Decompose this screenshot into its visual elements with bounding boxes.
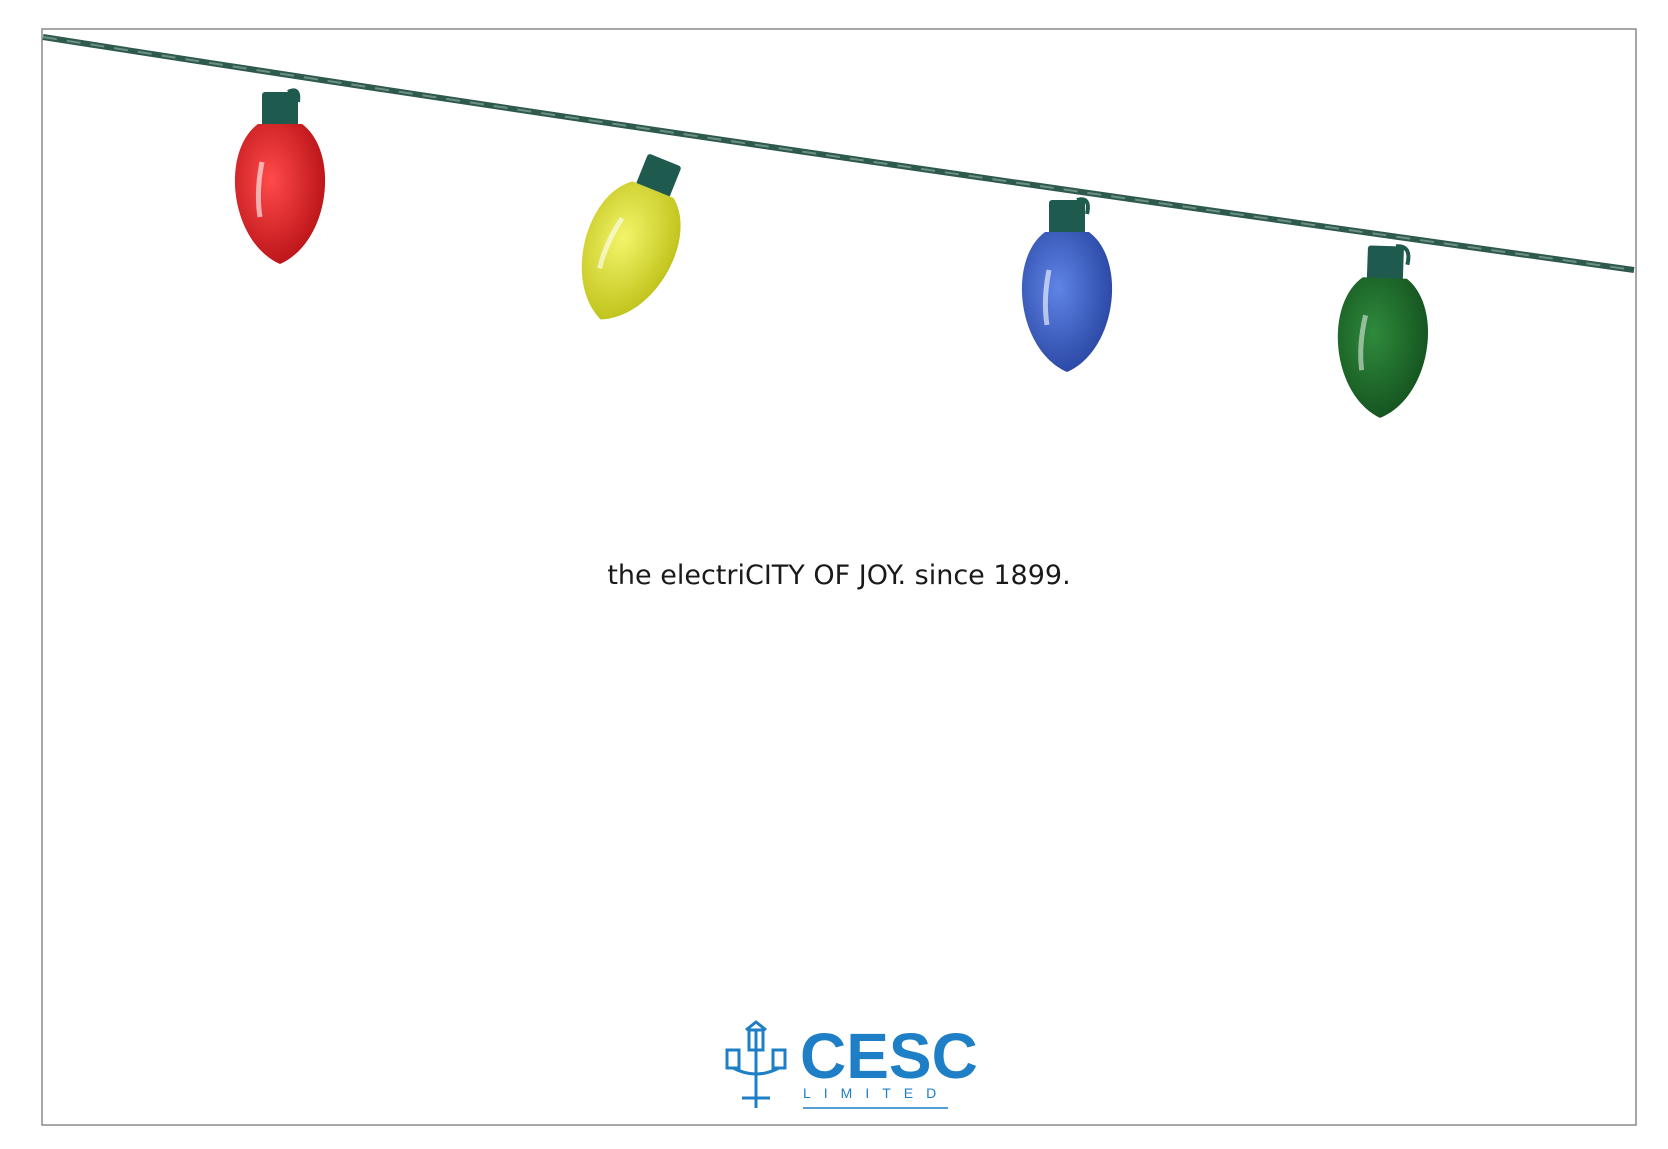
bulb-yellow bbox=[558, 154, 695, 337]
logo-name: CESC bbox=[800, 1020, 978, 1092]
tagline: the electriCITY OF JOY. since 1899. bbox=[607, 560, 1070, 591]
bulb-green bbox=[1334, 244, 1430, 420]
logo: CESC LIMITED bbox=[725, 1020, 978, 1109]
wire-twist bbox=[42, 36, 1635, 271]
logo-subtitle: LIMITED bbox=[803, 1085, 949, 1101]
logo-lamp-icon bbox=[725, 1020, 787, 1108]
bulb-red bbox=[234, 88, 326, 264]
bulb-blue bbox=[1021, 197, 1113, 372]
